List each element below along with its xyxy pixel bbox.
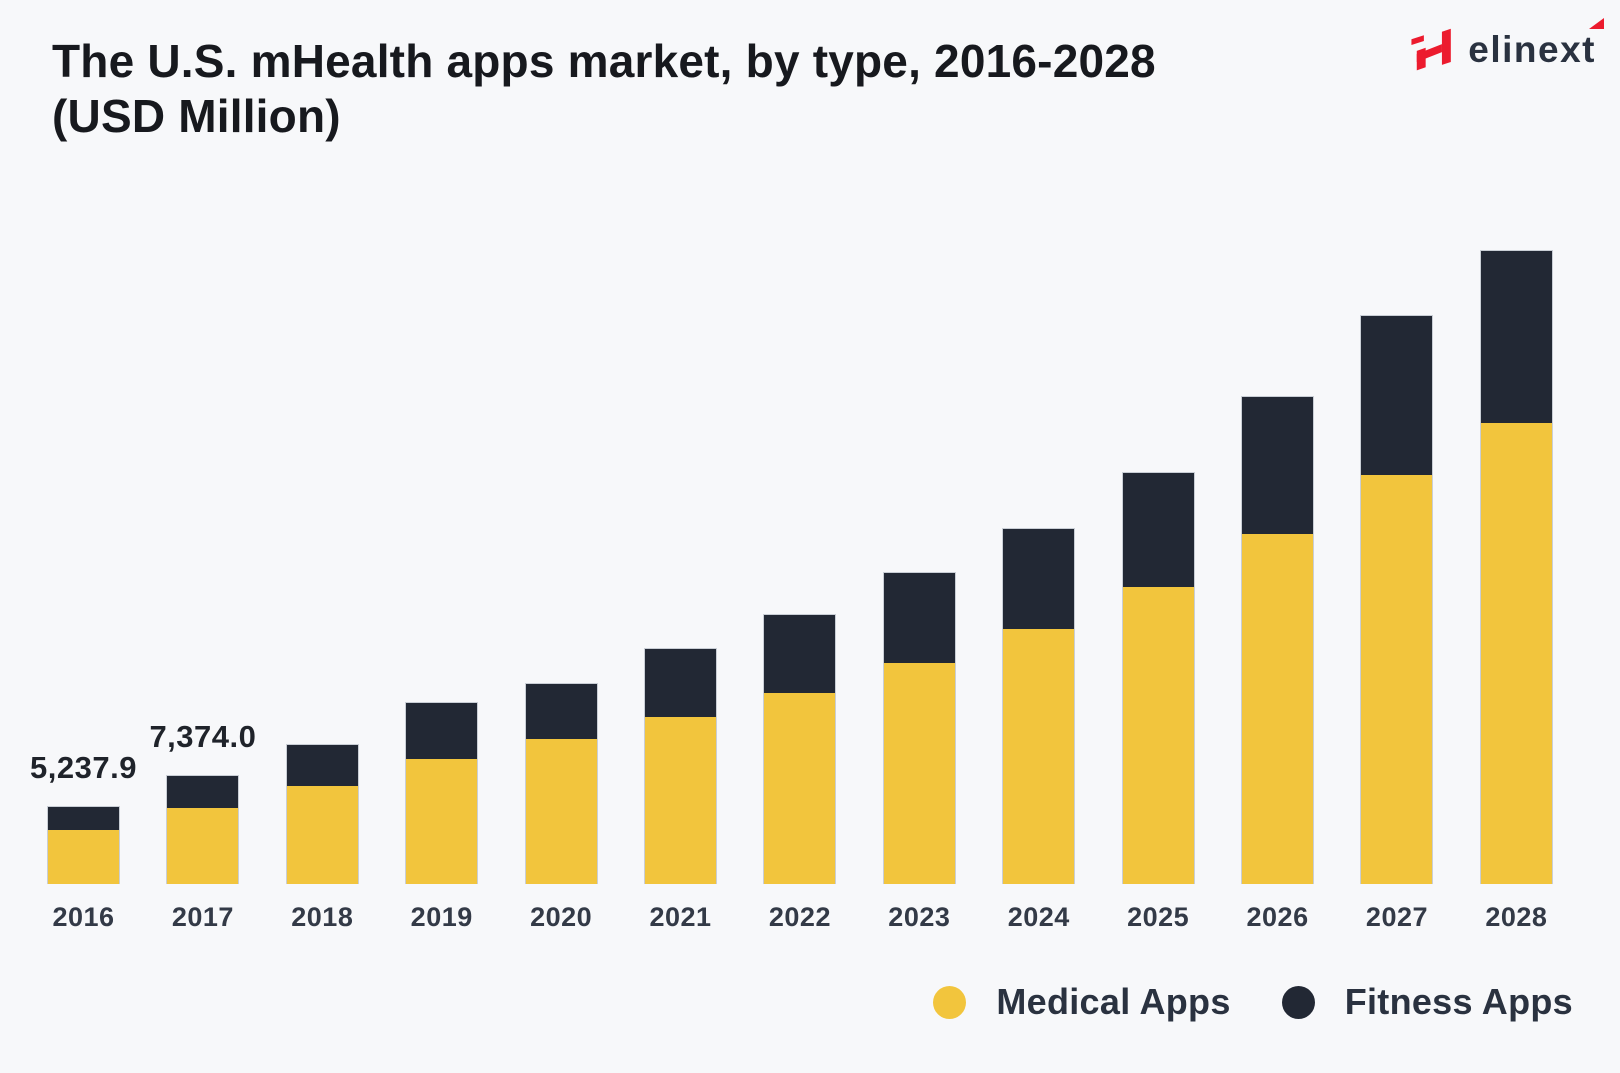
x-axis-label-2028: 2028 (1485, 902, 1548, 932)
medical-apps-segment (286, 786, 358, 884)
bar-group-2027: 2027 (1360, 214, 1434, 932)
fitness-apps-segment (1242, 397, 1314, 535)
fitness-apps-segment (286, 745, 358, 787)
fitness-apps-segment (764, 615, 836, 693)
medical-apps-segment (883, 663, 955, 884)
legend-label-medical: Medical Apps (996, 981, 1231, 1022)
elinext-logo-icon (1411, 28, 1452, 71)
x-axis-label-2023: 2023 (888, 902, 951, 932)
x-axis-label-2026: 2026 (1246, 902, 1309, 932)
fitness-apps-swatch-icon (1281, 985, 1315, 1019)
x-axis-label-2022: 2022 (768, 902, 831, 932)
medical-apps-segment (764, 692, 836, 884)
stacked-bar-2020 (524, 682, 598, 884)
legend-label-fitness: Fitness Apps (1344, 981, 1573, 1022)
stacked-bar-2022 (763, 614, 837, 884)
elinext-logo-text: elinext (1468, 29, 1596, 70)
medical-apps-segment (525, 739, 597, 884)
bar-group-2020: 2020 (524, 214, 598, 932)
stacked-bar-2023 (882, 572, 956, 884)
medical-apps-segment (645, 717, 717, 884)
medical-apps-swatch-icon (933, 985, 967, 1019)
fitness-apps-segment (1361, 316, 1433, 476)
medical-apps-segment (1003, 629, 1075, 884)
medical-apps-segment (167, 807, 239, 884)
x-axis-label-2024: 2024 (1007, 902, 1070, 932)
bar-value-label-2017: 7,374.0 (149, 719, 257, 754)
stacked-bar-chart: 5,237.9 2016 7,374.0 2017 2018 2019 2020 2021 20… (30, 214, 1553, 932)
bar-group-2016: 5,237.9 2016 (30, 214, 136, 932)
stacked-bar-2028 (1479, 250, 1553, 884)
legend-item-fitness-apps: Fitness Apps (1281, 981, 1573, 1023)
stacked-bar-2027 (1360, 315, 1434, 884)
fitness-apps-segment (1003, 529, 1075, 630)
page-title: The U.S. mHealth apps market, by type, 2… (52, 34, 1156, 143)
bar-group-2022: 2022 (763, 214, 837, 932)
stacked-bar-2025 (1121, 471, 1195, 884)
logo-accent-triangle-icon (1589, 18, 1604, 29)
fitness-apps-segment (48, 807, 119, 830)
bar-group-2025: 2025 (1121, 214, 1195, 932)
fitness-apps-segment (645, 649, 717, 717)
fitness-apps-segment (1480, 251, 1552, 424)
x-axis-label-2019: 2019 (410, 902, 473, 932)
fitness-apps-segment (1122, 472, 1194, 587)
x-axis-label-2020: 2020 (530, 902, 593, 932)
bar-group-2017: 7,374.0 2017 (149, 214, 255, 932)
stacked-bar-2019 (405, 702, 479, 884)
fitness-apps-segment (883, 573, 955, 664)
fitness-apps-segment (525, 683, 597, 740)
bar-group-2028: 2028 (1479, 214, 1553, 932)
medical-apps-segment (406, 759, 478, 884)
x-axis-label-2025: 2025 (1127, 902, 1190, 932)
medical-apps-segment (1480, 423, 1552, 884)
medical-apps-segment (1122, 586, 1194, 884)
stacked-bar-2016 (47, 806, 120, 884)
bar-group-2021: 2021 (644, 214, 718, 932)
x-axis-label-2027: 2027 (1365, 902, 1429, 932)
x-axis-label-2018: 2018 (291, 902, 354, 932)
bar-group-2026: 2026 (1241, 214, 1315, 932)
elinext-logo: elinext (1407, 18, 1604, 73)
title-line-2: (USD Million) (52, 89, 341, 142)
bar-group-2019: 2019 (405, 214, 479, 932)
bar-group-2024: 2024 (1002, 214, 1076, 932)
title-line-1: The U.S. mHealth apps market, by type, 2… (52, 35, 1156, 87)
stacked-bar-2026 (1241, 396, 1315, 884)
bar-group-2018: 2018 (285, 214, 359, 932)
fitness-apps-segment (406, 703, 478, 760)
bar-value-label-2016: 5,237.9 (30, 750, 137, 785)
bar-group-2023: 2023 (882, 214, 956, 932)
x-axis-label-2021: 2021 (649, 902, 712, 932)
medical-apps-segment (1242, 534, 1314, 884)
legend-item-medical-apps: Medical Apps (933, 981, 1230, 1023)
stacked-bar-2018 (285, 744, 359, 884)
medical-apps-segment (1361, 475, 1433, 884)
x-axis-label-2016: 2016 (52, 902, 115, 932)
fitness-apps-segment (167, 775, 239, 808)
chart-legend: Medical Apps Fitness Apps (933, 981, 1573, 1023)
x-axis-label-2017: 2017 (171, 902, 234, 932)
stacked-bar-2024 (1002, 528, 1076, 884)
stacked-bar-2017 (166, 774, 240, 884)
medical-apps-segment (48, 829, 119, 884)
stacked-bar-2021 (644, 648, 718, 884)
